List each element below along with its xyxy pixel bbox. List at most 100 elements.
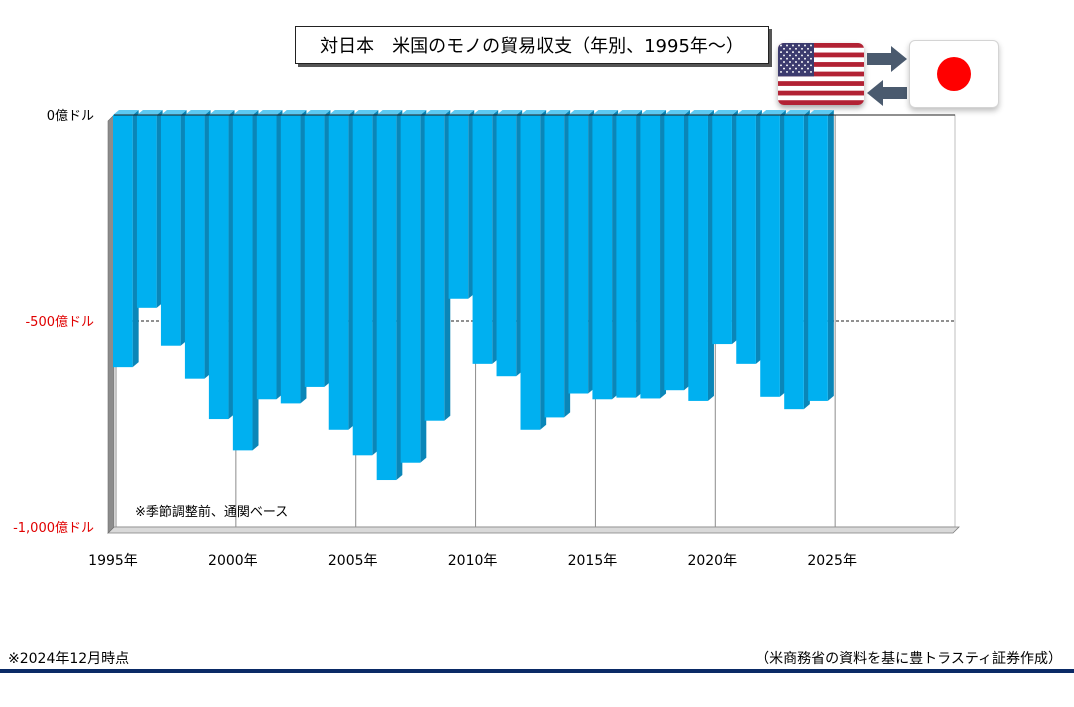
bar-front	[184, 115, 205, 379]
source-note: （米商務省の資料を基に豊トラスティ証券作成）	[755, 651, 1062, 667]
bar-cap	[496, 110, 523, 115]
bar-cap	[664, 110, 690, 115]
bar-front	[592, 115, 613, 400]
chart-annotation: ※季節調整前、通関ベース	[135, 504, 288, 520]
x-tick-label: 2015年	[568, 553, 618, 569]
bar-cap	[184, 110, 211, 115]
japan-flag-icon	[909, 40, 999, 108]
bar-front	[136, 115, 157, 308]
bar-cap	[640, 110, 667, 115]
bar-2007	[400, 110, 427, 463]
bar-2021	[736, 110, 762, 364]
arrow-right-icon	[867, 46, 907, 72]
japan-flag-disc	[937, 57, 971, 91]
bar-cap	[328, 110, 355, 115]
bar-2001	[256, 110, 283, 400]
bar-front	[784, 115, 804, 410]
us-flag-icon	[778, 43, 864, 105]
bar-cap	[304, 110, 331, 115]
bar-cap	[712, 110, 738, 115]
bar-2009	[448, 110, 475, 299]
bar-cap	[113, 110, 139, 115]
bar-cap	[280, 110, 307, 115]
bar-2013	[544, 110, 571, 418]
bar-front	[568, 115, 589, 394]
bar-front	[712, 115, 732, 345]
bar-2002	[280, 110, 307, 404]
bottom-rule	[0, 669, 1074, 673]
bar-2003	[304, 110, 331, 387]
bar-cap	[760, 110, 786, 115]
bar-cap	[208, 110, 235, 115]
arrow-left-icon	[867, 80, 907, 106]
y-tick-label: -1,000億ドル	[13, 520, 94, 536]
y-tick-label: -500億ドル	[25, 314, 94, 330]
bar-2023	[784, 110, 810, 410]
bar-cap	[544, 110, 571, 115]
bar-cap	[568, 110, 595, 115]
bar-front	[400, 115, 421, 463]
bar-side	[827, 110, 834, 401]
bar-front	[160, 115, 181, 346]
y-tick-label: 0億ドル	[47, 108, 94, 124]
bar-cap	[520, 110, 547, 115]
bar-2018	[664, 110, 690, 391]
bar-2014	[568, 110, 595, 394]
bar-front	[280, 115, 301, 404]
bar-2005	[352, 110, 379, 456]
bar-2016	[616, 110, 643, 398]
bar-cap	[256, 110, 283, 115]
bar-front	[304, 115, 325, 387]
bar-cap	[808, 110, 834, 115]
bar-cap	[784, 110, 810, 115]
bar-2015	[592, 110, 619, 400]
bar-cap	[160, 110, 187, 115]
bar-cap	[616, 110, 643, 115]
bar-cap	[400, 110, 427, 115]
bar-cap	[472, 110, 499, 115]
bar-1995	[113, 110, 139, 368]
bar-2024	[808, 110, 834, 401]
bar-chart: 0億ドル -500億ドル -1,000億ドル 1995年 2000年 2005年 2010年…	[13, 108, 960, 569]
x-tick-label: 2010年	[448, 553, 498, 569]
bar-front	[760, 115, 780, 397]
chart-left-wall	[107, 114, 115, 534]
bar-front	[688, 115, 708, 401]
bar-cap	[424, 110, 451, 115]
bar-cap	[352, 110, 379, 115]
bar-2012	[520, 110, 547, 430]
bar-front	[664, 115, 684, 391]
bar-cap	[136, 110, 163, 115]
bar-1999	[208, 110, 235, 420]
bar-2004	[328, 110, 355, 430]
bar-2017	[640, 110, 667, 399]
bar-front	[352, 115, 373, 456]
bar-2010	[472, 110, 499, 364]
bar-1998	[184, 110, 211, 379]
bar-cap	[232, 110, 259, 115]
bar-front	[544, 115, 565, 418]
chart-floor	[107, 526, 960, 534]
bar-2006	[376, 110, 403, 481]
bar-front	[448, 115, 469, 299]
bar-cap	[448, 110, 475, 115]
bar-front	[808, 115, 828, 401]
x-tick-label: 2005年	[328, 553, 378, 569]
bar-cap	[592, 110, 619, 115]
bar-front	[736, 115, 756, 364]
x-tick-label: 2000年	[208, 553, 258, 569]
bar-1997	[160, 110, 187, 346]
bar-1996	[136, 110, 163, 308]
bar-2011	[496, 110, 523, 377]
x-tick-label: 2025年	[807, 553, 857, 569]
bar-front	[376, 115, 397, 481]
bar-cap	[688, 110, 714, 115]
bar-front	[424, 115, 445, 421]
bar-front	[496, 115, 517, 377]
bar-2020	[712, 110, 738, 345]
bar-front	[640, 115, 661, 399]
chart-title: 対日本 米国のモノの貿易収支（年別、1995年～）	[295, 26, 769, 64]
bar-2000	[232, 110, 259, 451]
x-tick-label: 1995年	[88, 553, 138, 569]
bar-front	[328, 115, 349, 430]
